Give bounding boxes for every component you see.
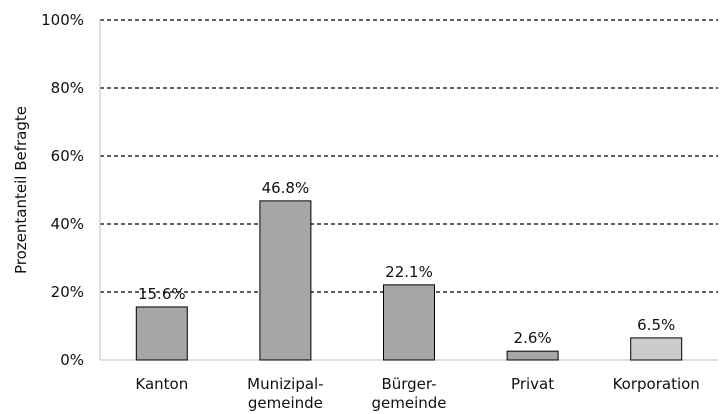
category-label: Bürger- <box>381 375 436 393</box>
bars <box>135 200 683 361</box>
y-tick-label: 40% <box>51 215 84 233</box>
data-label: 6.5% <box>637 316 675 334</box>
y-tick-label: 60% <box>51 147 84 165</box>
data-labels: 15.6% 46.8% 22.1% 2.6% 6.5% <box>138 179 675 347</box>
category-label: gemeinde <box>248 394 323 412</box>
category-label: Kanton <box>135 375 188 393</box>
category-label: Privat <box>511 375 554 393</box>
bar <box>506 350 559 361</box>
data-label: 22.1% <box>385 263 433 281</box>
y-tick-label: 0% <box>60 351 84 369</box>
grid-lines <box>100 19 718 293</box>
y-tick-label: 20% <box>51 283 84 301</box>
data-label: 46.8% <box>262 179 310 197</box>
y-tick-label: 80% <box>51 79 84 97</box>
y-axis-label: Prozentanteil Befragte <box>12 106 30 274</box>
category-label: Munizipal- <box>247 375 323 393</box>
category-label: Korporation <box>613 375 700 393</box>
bar <box>630 337 683 361</box>
bar <box>135 306 188 361</box>
bar <box>383 284 435 361</box>
bar <box>259 200 312 361</box>
data-label: 2.6% <box>514 329 552 347</box>
data-label: 15.6% <box>138 285 186 303</box>
y-axis-ticks: 0% 20% 40% 60% 80% 100% <box>41 11 84 369</box>
y-tick-label: 100% <box>41 11 84 29</box>
category-labels: Kanton Munizipal-gemeindeBürger-gemeindeP… <box>135 375 699 412</box>
category-label: gemeinde <box>371 394 446 412</box>
